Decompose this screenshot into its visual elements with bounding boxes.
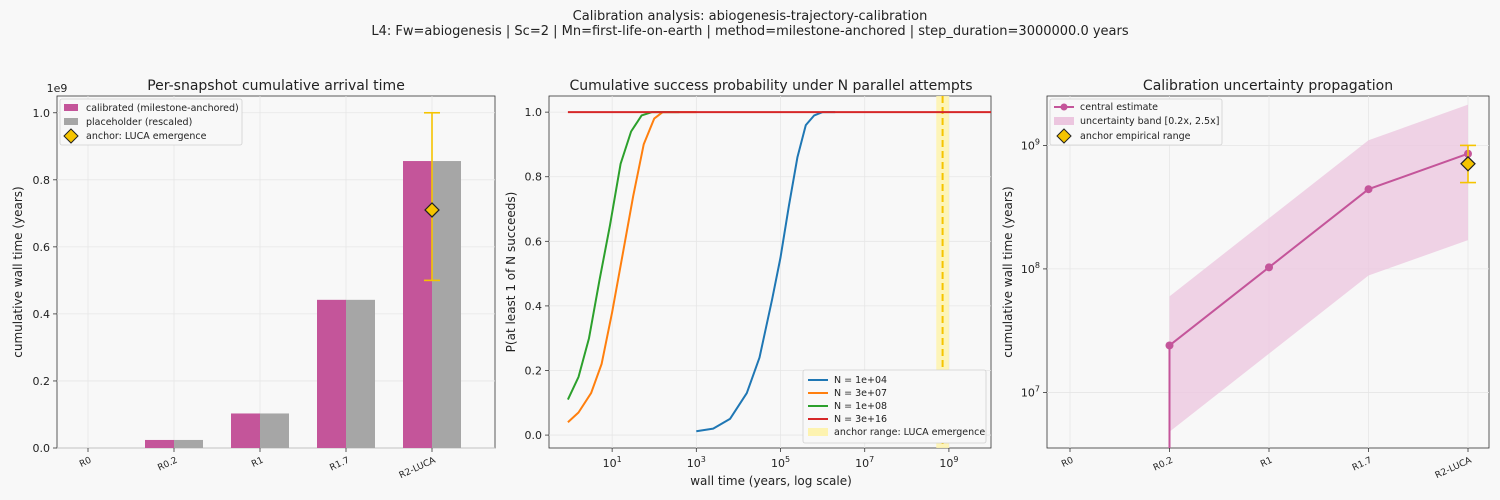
y-tick-label: 0.8 [525,171,543,184]
y-tick-label: 0.0 [33,442,51,455]
legend-box [1049,98,1223,146]
legend-box [59,98,243,146]
central-estimate-point [1364,185,1373,194]
x-tick-label: R0 [78,456,93,470]
y-tick-label: 0.6 [525,235,543,248]
legend-label-n1e8: N = 1e+08 [834,401,887,412]
legend-label-anchor: anchor empirical range [1080,131,1191,142]
y-tick-label: 0.4 [525,300,543,313]
x-tick-label: 107 [855,455,874,470]
y-tick-label: 1.0 [33,107,51,120]
legend-swatch-calibrated [64,104,78,111]
y-axis-label: cumulative wall time (years) [1001,186,1015,358]
chart-title: Cumulative success probability under N p… [569,78,972,94]
y-tick-label: 109 [1021,137,1040,152]
y-axis-multiplier: 1e9 [47,82,68,95]
y-tick-label: 107 [1021,384,1040,399]
y-tick-label: 108 [1021,261,1040,276]
x-tick-label: 105 [771,455,790,470]
bar-calibrated [317,299,346,448]
y-tick-label: 0.8 [33,174,51,187]
central-estimate-line [1168,152,1469,347]
legend-marker-central [1060,103,1068,111]
cumulative-arrival-time-chart: Per-snapshot cumulative arrival time cum… [11,78,496,481]
x-tick-label: R1 [250,456,265,470]
figure-subtitle: L4: Fw=abiogenesis | Sc=2 | Mn=first-lif… [371,24,1129,39]
x-tick-label: R0.2 [156,456,179,474]
x-tick-label: 103 [687,455,706,470]
bar-calibrated [231,413,260,448]
anchor-marker [424,202,440,218]
legend-label-n3e16: N = 3e+16 [834,414,887,425]
legend: calibrated (milestone-anchored) placehol… [59,98,243,146]
legend-swatch-anchor-range [808,428,828,436]
x-tick-label: R0 [1060,456,1075,470]
central-estimate-point [1265,263,1273,272]
y-tick-label: 0.4 [33,308,51,321]
legend-label-central: central estimate [1080,102,1158,113]
y-tick-label: 0.0 [525,429,543,442]
x-tick-label: 109 [939,455,958,470]
y-axis-label: cumulative wall time (years) [11,186,25,358]
x-tick-label: R2-LUCA [1434,455,1474,481]
bar-placeholder [432,161,461,448]
legend-swatch-band [1054,117,1074,125]
figure-title: Calibration analysis: abiogenesis-trajec… [573,9,928,24]
series-line-1 [696,111,836,433]
legend: N = 1e+04 N = 3e+07 N = 1e+08 N = 3e+16 … [802,369,987,444]
legend-label-n3e7: N = 3e+07 [834,388,887,399]
legend-label-anchor: anchor: LUCA emergence [86,131,207,142]
bar-placeholder [260,413,289,448]
success-probability-chart: Cumulative success probability under N p… [504,78,992,488]
legend-box [802,369,987,444]
y-axis-label: P(at least 1 of N succeeds) [504,192,518,353]
uncertainty-propagation-chart: Calibration uncertainty propagation cumu… [1001,78,1490,481]
legend-label-placeholder: placeholder (rescaled) [86,117,192,128]
bar-calibrated [145,439,174,448]
legend-label-band: uncertainty band [0.2x, 2.5x] [1080,116,1219,127]
chart-title: Calibration uncertainty propagation [1143,78,1393,94]
x-tick-label: R1.7 [328,456,351,474]
legend-label-anchor-range: anchor range: LUCA emergence [834,427,985,438]
legend-label-n1e4: N = 1e+04 [834,375,887,386]
central-estimate-point [1165,341,1174,350]
bar-calibrated [403,161,432,448]
legend-swatch-placeholder [64,118,78,125]
x-tick-label: R1.7 [1351,456,1374,474]
y-tick-label: 1.0 [525,106,543,119]
anchor-marker [1460,155,1476,172]
x-tick-label: R1 [1259,456,1274,470]
bar-placeholder [346,299,375,448]
x-tick-label: R0.2 [1152,456,1175,474]
anchor-error-bar [424,111,440,282]
legend: central estimate uncertainty band [0.2x,… [1049,98,1223,146]
x-axis-label: wall time (years, log scale) [690,474,852,488]
legend-anchor-marker [63,128,79,144]
bar-placeholder [174,439,203,448]
legend-label-calibrated: calibrated (milestone-anchored) [86,103,239,114]
y-tick-label: 0.6 [33,241,51,254]
x-tick-label: 101 [603,455,622,470]
uncertainty-band [1169,104,1468,432]
chart-title: Per-snapshot cumulative arrival time [147,78,405,94]
x-tick-label: R2-LUCA [398,455,438,481]
y-tick-label: 0.2 [33,375,51,388]
legend-anchor-marker [1056,128,1072,144]
y-tick-label: 0.2 [525,364,543,377]
